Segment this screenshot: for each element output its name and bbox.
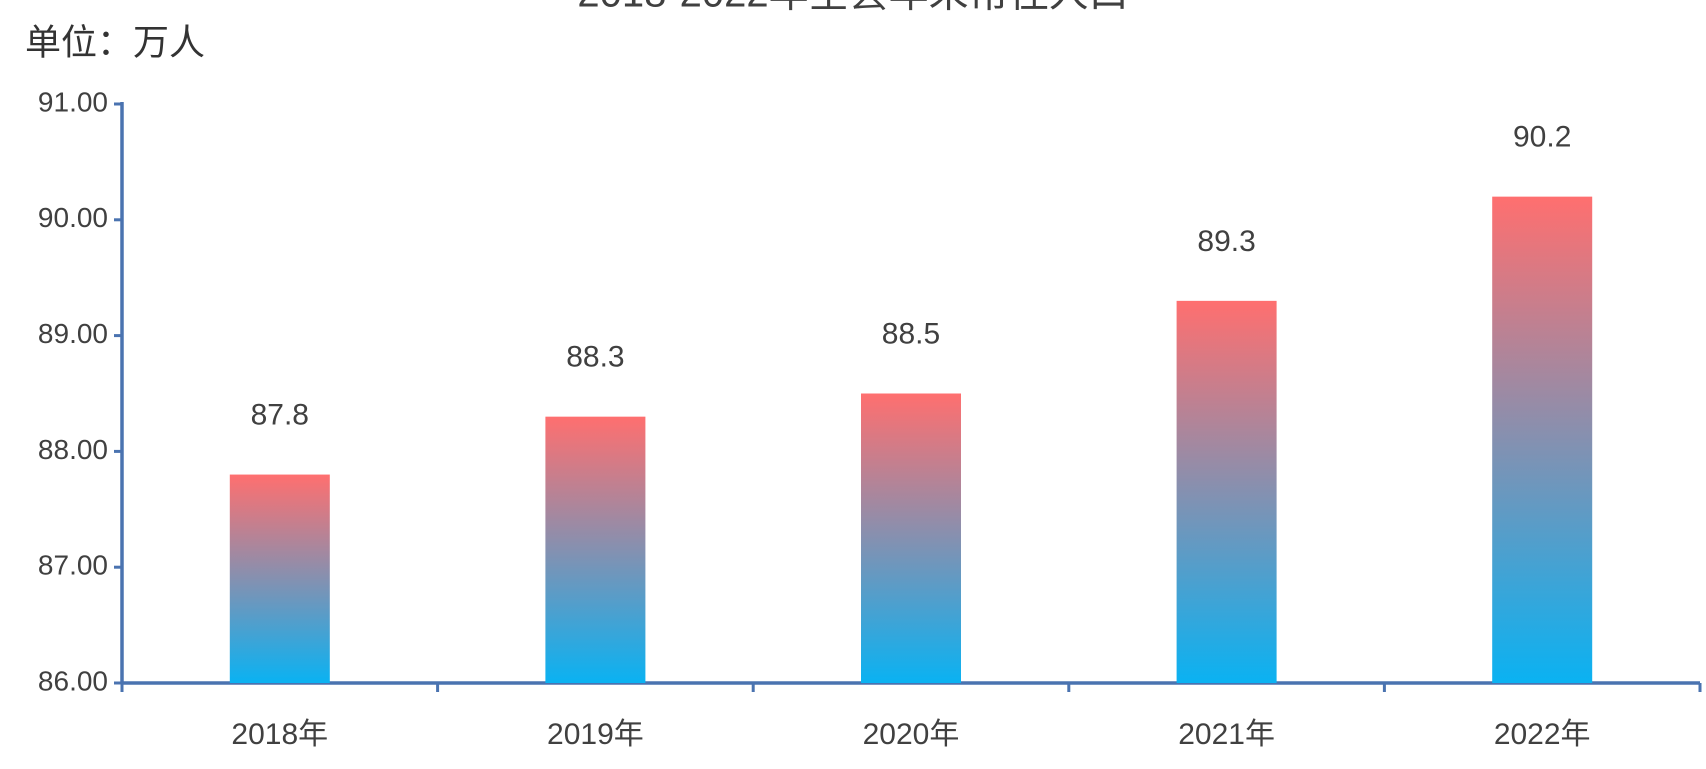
x-tick-label: 2021年 <box>1178 718 1275 751</box>
bar <box>1176 300 1277 683</box>
bar <box>1492 196 1593 683</box>
x-tick-label: 2022年 <box>1494 718 1591 751</box>
x-tick-label: 2020年 <box>863 718 960 751</box>
y-tick-label: 87.00 <box>38 550 108 581</box>
bar <box>861 393 961 683</box>
x-tick-label: 2019年 <box>547 718 644 751</box>
unit-label: 单位：万人 <box>25 22 205 63</box>
data-label: 89.3 <box>1197 225 1255 258</box>
y-tick-label: 91.00 <box>38 86 108 117</box>
data-label: 88.5 <box>882 317 940 350</box>
data-label: 87.8 <box>251 398 309 431</box>
bar <box>545 416 646 683</box>
y-tick-label: 88.00 <box>38 434 108 465</box>
bar <box>229 474 330 683</box>
y-tick-label: 86.00 <box>38 665 108 696</box>
chart-title: 2018-2022年全县年末常住人口 <box>577 0 1128 16</box>
y-tick-label: 90.00 <box>38 202 108 233</box>
data-label: 88.3 <box>566 341 624 374</box>
y-tick-label: 89.00 <box>38 318 108 349</box>
x-tick-label: 2018年 <box>231 718 328 751</box>
data-label: 90.2 <box>1513 121 1571 154</box>
